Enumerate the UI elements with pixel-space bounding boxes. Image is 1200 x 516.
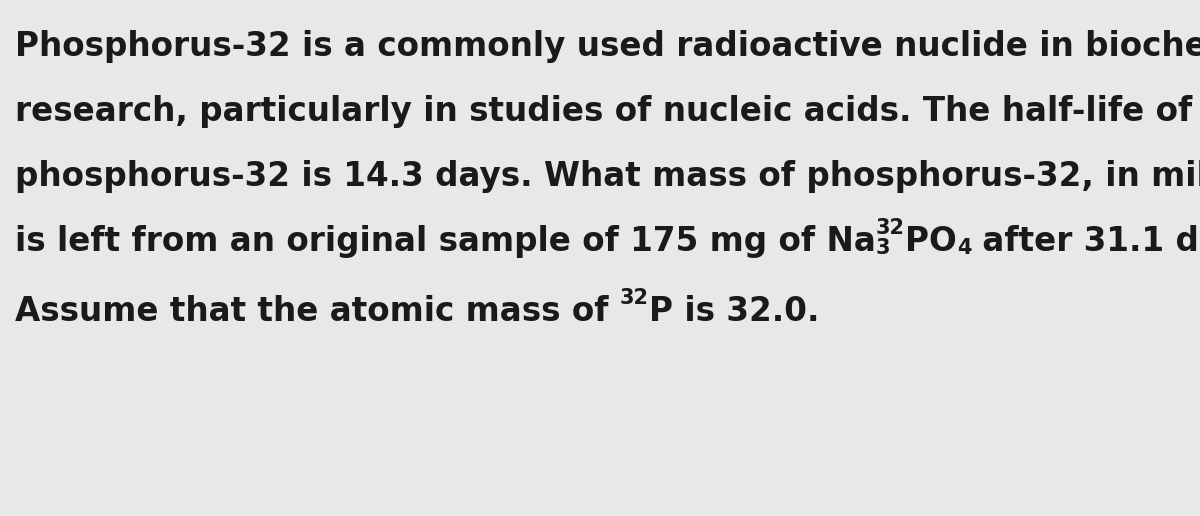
- Text: 3: 3: [876, 238, 890, 258]
- Text: is left from an original sample of 175 mg of Na: is left from an original sample of 175 m…: [14, 225, 876, 258]
- Text: 32: 32: [620, 288, 649, 308]
- Text: 4: 4: [956, 238, 971, 258]
- Text: Assume that the atomic mass of: Assume that the atomic mass of: [14, 295, 620, 328]
- Text: P is 32.0.: P is 32.0.: [649, 295, 820, 328]
- Text: 32: 32: [876, 218, 905, 238]
- Text: research, particularly in studies of nucleic acids. The half-life of: research, particularly in studies of nuc…: [14, 95, 1193, 128]
- Text: Phosphorus-32 is a commonly used radioactive nuclide in biochemical: Phosphorus-32 is a commonly used radioac…: [14, 30, 1200, 63]
- Text: phosphorus-32 is 14.3 days. What mass of phosphorus-32, in milligrams,: phosphorus-32 is 14.3 days. What mass of…: [14, 160, 1200, 193]
- Text: PO: PO: [905, 225, 956, 258]
- Text: after 31.1 days?: after 31.1 days?: [971, 225, 1200, 258]
